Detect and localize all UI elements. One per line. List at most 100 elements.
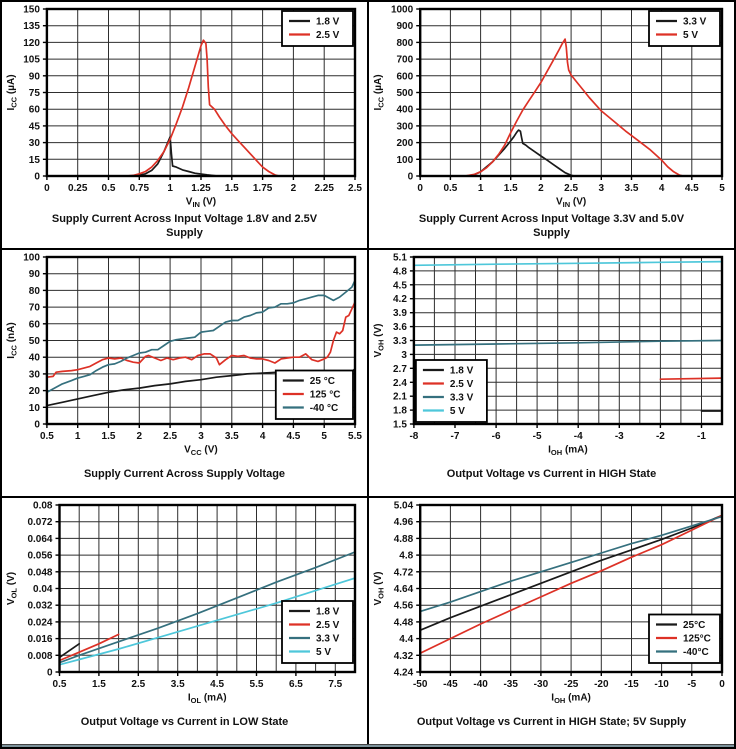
svg-text:0.25: 0.25 <box>68 183 88 194</box>
chart-title-line: Supply Current Across Supply Voltage <box>83 467 286 480</box>
chart-title-line: Output Voltage vs Current in HIGH State;… <box>416 715 687 728</box>
svg-text:3.9: 3.9 <box>393 308 407 319</box>
panel-supply-current-vs-vcc: 0.5 1 1.5 2 2.5 3 3.5 4 4.5 5 5.5 0 10 20 30 40 50 60 70 80… <box>2 250 367 496</box>
svg-text:-30: -30 <box>534 679 549 690</box>
svg-text:0: 0 <box>719 679 725 690</box>
svg-text:6.5: 6.5 <box>289 679 303 690</box>
svg-text:60: 60 <box>29 319 41 330</box>
supply-current-vs-vcc-chart: 0.5 1 1.5 2 2.5 3 3.5 4 4.5 5 5.5 0 10 20 30 40 50 60 70 80… <box>6 253 362 457</box>
svg-text:-25: -25 <box>564 679 579 690</box>
svg-text:2.5: 2.5 <box>163 431 177 442</box>
svg-text:-1: -1 <box>697 431 706 442</box>
svg-text:-45: -45 <box>443 679 458 690</box>
svg-text:0: 0 <box>417 183 423 194</box>
svg-text:1.8 V: 1.8 V <box>450 366 474 377</box>
voh-vs-ioh-5v-chart: -50 -45 -40 -35 -30 -25 -20 -15 -10 -5 04.244.324.… <box>373 501 725 705</box>
svg-text:15: 15 <box>29 155 41 166</box>
svg-text:1000: 1000 <box>391 5 414 16</box>
svg-text:2.5: 2.5 <box>564 183 578 194</box>
svg-text:3.6: 3.6 <box>393 322 407 333</box>
svg-text:5: 5 <box>321 431 327 442</box>
svg-text:0.048: 0.048 <box>27 567 52 578</box>
svg-text:0.056: 0.056 <box>27 551 52 562</box>
svg-text:2.7: 2.7 <box>393 364 407 375</box>
svg-text:5.5: 5.5 <box>348 431 362 442</box>
svg-text:3.5: 3.5 <box>625 183 639 194</box>
svg-text:0.5: 0.5 <box>53 679 67 690</box>
svg-text:4.88: 4.88 <box>394 534 414 545</box>
svg-text:0: 0 <box>47 668 53 679</box>
svg-text:30: 30 <box>29 369 41 380</box>
supply-current-1v8-2v5-chart: 0 0.25 0.5 0.75 1 1.25 1.5 1.75 2 2.25 2.5 0 15 30 45 6… <box>6 5 362 209</box>
svg-text:0.064: 0.064 <box>27 534 52 545</box>
svg-text:2.1: 2.1 <box>393 392 407 403</box>
svg-text:4.5: 4.5 <box>393 280 407 291</box>
svg-text:4.32: 4.32 <box>394 651 414 662</box>
chart-title: Output Voltage vs Current in HIGH State <box>369 456 734 496</box>
svg-text:20: 20 <box>29 386 41 397</box>
svg-text:80: 80 <box>29 286 41 297</box>
svg-text:-8: -8 <box>409 431 418 442</box>
svg-text:25 °C: 25 °C <box>310 376 335 387</box>
svg-text:60: 60 <box>29 105 41 116</box>
svg-text:4.48: 4.48 <box>394 617 414 628</box>
svg-text:3: 3 <box>198 431 204 442</box>
svg-text:-40: -40 <box>473 679 488 690</box>
chart-title: Supply Current Across Input Voltage 1.8V… <box>2 208 367 248</box>
svg-text:0.016: 0.016 <box>27 634 52 645</box>
panel-supply-current-1v8-2v5: 0 0.25 0.5 0.75 1 1.25 1.5 1.75 2 2.25 2.5 0 15 30 45 6… <box>2 2 367 248</box>
chart-title-line: Supply Current Across Input Voltage 3.3V… <box>418 212 685 225</box>
svg-text:125°C: 125°C <box>683 634 711 645</box>
svg-text:-35: -35 <box>503 679 518 690</box>
voh-vs-ioh-chart: -8 -7 -6 -5 -4 -3 -2 -1 1.5 1.8 2.1 2.4 2.7 3 3.3 3.6 3.… <box>373 253 724 456</box>
svg-text:75: 75 <box>29 88 41 99</box>
svg-text:4.56: 4.56 <box>394 601 414 612</box>
svg-text:1.25: 1.25 <box>191 183 211 194</box>
svg-text:ICC (nA): ICC (nA) <box>6 322 19 358</box>
svg-text:10: 10 <box>29 403 41 414</box>
svg-text:3.3 V: 3.3 V <box>450 393 474 404</box>
svg-text:30: 30 <box>29 138 41 149</box>
svg-text:-7: -7 <box>451 431 460 442</box>
svg-text:1.75: 1.75 <box>253 183 273 194</box>
svg-text:0: 0 <box>44 183 50 194</box>
svg-text:4.72: 4.72 <box>394 567 414 578</box>
svg-text:-40 °C: -40 °C <box>310 403 338 414</box>
svg-text:2: 2 <box>137 431 143 442</box>
svg-text:1.5: 1.5 <box>504 183 518 194</box>
svg-text:0.008: 0.008 <box>27 651 52 662</box>
svg-text:-15: -15 <box>624 679 639 690</box>
chart-title: Output Voltage vs Current in LOW State <box>2 704 367 744</box>
svg-text:VOL (V): VOL (V) <box>6 572 19 605</box>
svg-text:4.8: 4.8 <box>399 551 413 562</box>
chart-title: Supply Current Across Input Voltage 3.3V… <box>369 208 734 248</box>
chart-title-line: Supply <box>166 227 203 239</box>
svg-text:4.2: 4.2 <box>393 294 407 305</box>
svg-text:4.5: 4.5 <box>685 183 699 194</box>
svg-text:300: 300 <box>397 121 414 132</box>
svg-text:3.3: 3.3 <box>393 336 407 347</box>
panel-supply-current-3v3-5v: 0 0.5 1 1.5 2 2.5 3 3.5 4 4.5 5 0 100 200 300 400 500 600… <box>369 2 734 248</box>
svg-text:0.5: 0.5 <box>102 183 116 194</box>
svg-text:900: 900 <box>397 21 414 32</box>
svg-text:90: 90 <box>29 269 41 280</box>
svg-text:-4: -4 <box>574 431 583 442</box>
panel-voh-vs-ioh-5v: -50 -45 -40 -35 -30 -25 -20 -15 -10 -5 0 4.24 4.32 4.… <box>369 498 734 744</box>
svg-text:VOH (V): VOH (V) <box>373 571 386 605</box>
svg-text:4.64: 4.64 <box>394 584 414 595</box>
svg-text:5 V: 5 V <box>450 406 465 417</box>
svg-text:0: 0 <box>34 172 40 183</box>
svg-text:0: 0 <box>34 420 40 431</box>
svg-text:700: 700 <box>397 55 414 66</box>
svg-text:-50: -50 <box>413 679 428 690</box>
svg-text:40: 40 <box>29 353 41 364</box>
supply-current-3v3-5v-chart: 0 0.5 1 1.5 2 2.5 3 3.5 4 4.5 5 0 100 200 300 400 500 600… <box>373 5 725 209</box>
svg-text:1.5: 1.5 <box>225 183 239 194</box>
svg-text:5.04: 5.04 <box>394 501 414 512</box>
svg-text:2.5 V: 2.5 V <box>316 30 340 41</box>
svg-text:1.8 V: 1.8 V <box>316 607 340 618</box>
svg-text:0.072: 0.072 <box>27 517 52 528</box>
svg-text:1.5: 1.5 <box>92 679 106 690</box>
svg-text:4.4: 4.4 <box>399 634 413 645</box>
